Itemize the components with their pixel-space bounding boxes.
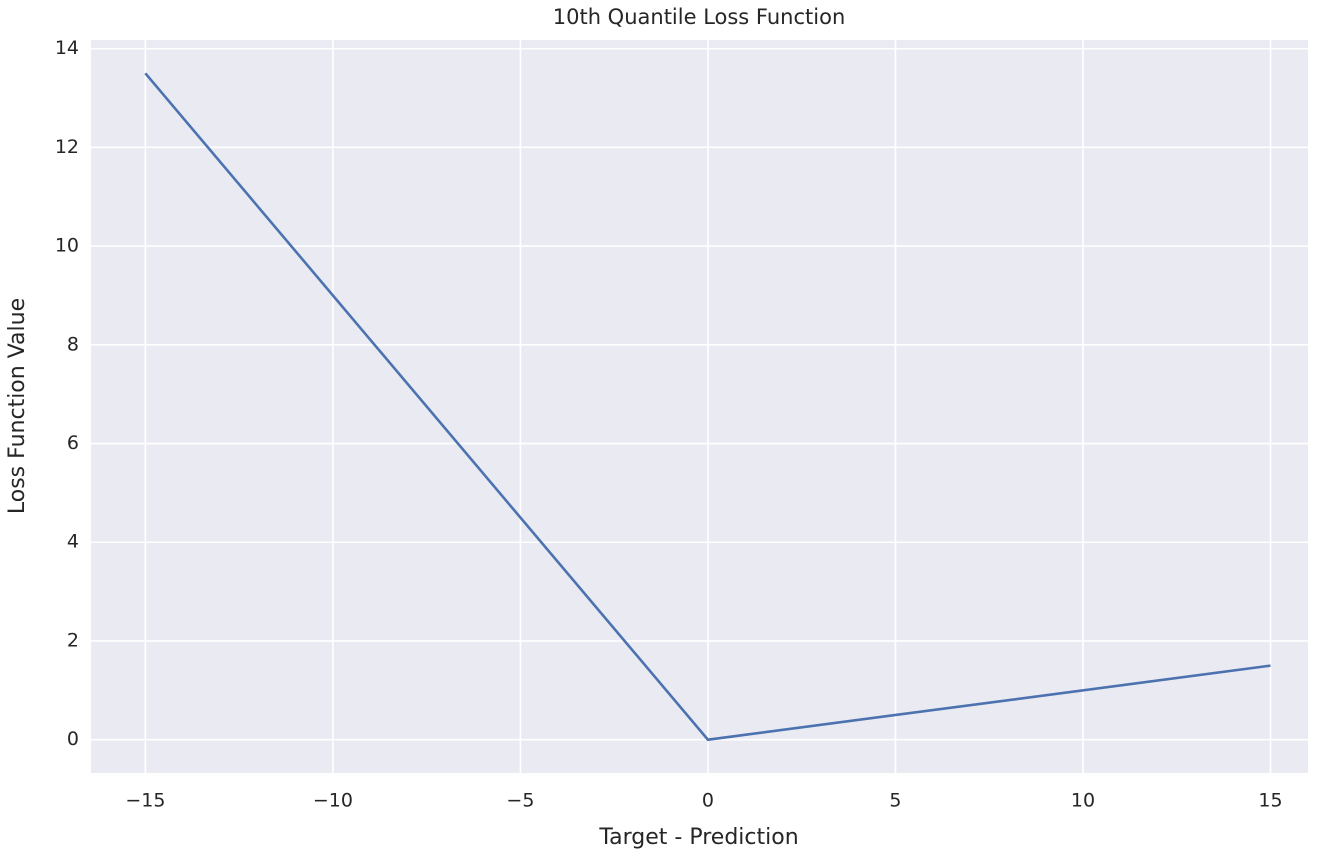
y-tick-label: 12: [55, 136, 79, 158]
x-tick-label: 15: [1258, 790, 1282, 812]
y-tick-label: 8: [67, 333, 79, 355]
x-tick-label: −10: [313, 790, 353, 812]
chart-title: 10th Quantile Loss Function: [553, 5, 846, 29]
y-tick-label: 4: [67, 531, 79, 553]
x-tick-label: 5: [889, 790, 901, 812]
y-tick-label: 14: [55, 37, 79, 59]
x-tick-label: 10: [1071, 790, 1095, 812]
y-tick-label: 6: [67, 432, 79, 454]
line: [144, 72, 1271, 742]
x-tick-label: −15: [125, 790, 165, 812]
y-tick-label: 2: [67, 629, 79, 651]
plot-area: [91, 40, 1308, 773]
x-tick-label: 0: [702, 790, 714, 812]
x-tick-label: −5: [506, 790, 534, 812]
x-axis-label: Target - Prediction: [598, 825, 798, 850]
y-tick-label: 0: [67, 728, 79, 750]
y-tick-label: 10: [55, 235, 79, 257]
y-axis-label: Loss Function Value: [5, 298, 30, 514]
